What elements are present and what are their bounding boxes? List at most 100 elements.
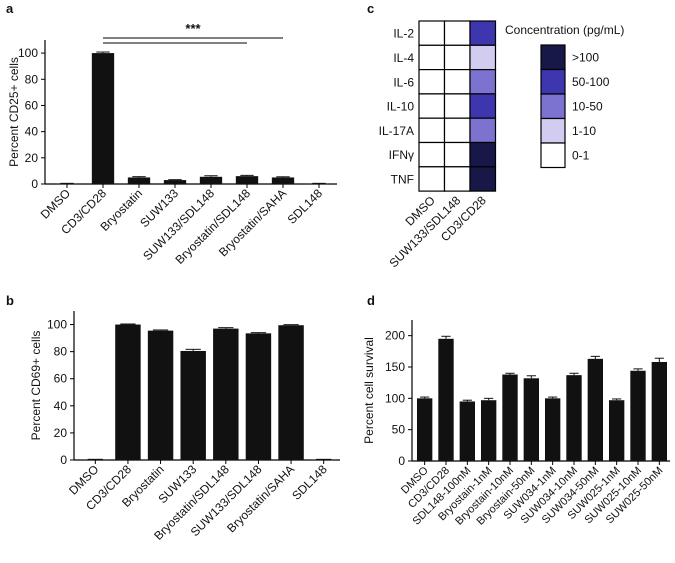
bar	[163, 180, 187, 184]
heatmap-row-label: IL-10	[387, 100, 415, 114]
heatmap-cell	[418, 44, 446, 71]
heatmap-cell	[418, 117, 446, 144]
y-tick-label: 40	[25, 125, 39, 139]
heatmap-cell	[469, 117, 497, 144]
y-tick-label: 200	[385, 329, 405, 343]
legend-swatch	[540, 68, 566, 95]
bar	[307, 183, 331, 185]
bar	[55, 183, 79, 185]
heatmap-row-label: IL-6	[393, 75, 414, 89]
bar	[523, 378, 540, 461]
y-tick-label: 40	[54, 399, 68, 413]
bar	[271, 177, 295, 184]
y-tick-label: 60	[25, 98, 39, 112]
panel-letter-a: a	[6, 1, 14, 16]
heatmap-cell	[469, 93, 497, 119]
y-tick-label: 80	[54, 345, 68, 359]
y-axis-label: Percent CD25+ cells	[7, 57, 21, 167]
legend-label: 50-100	[572, 75, 610, 89]
y-tick-label: 80	[25, 72, 39, 86]
legend-label: 0-1	[572, 148, 590, 162]
heatmap-cell	[418, 68, 446, 95]
legend-swatch	[540, 142, 566, 169]
y-tick-label: 60	[54, 372, 68, 386]
legend-swatch	[540, 93, 566, 120]
y-axis-label: Percent CD69+ cells	[29, 331, 43, 441]
bar	[127, 177, 151, 184]
heatmap-cell	[443, 93, 471, 119]
heatmap-row-label: IL-4	[393, 51, 414, 65]
panel-letter-c: c	[367, 1, 374, 16]
heatmap-cell	[418, 166, 446, 192]
bar	[235, 176, 259, 184]
heatmap-cell	[469, 20, 497, 46]
x-tick-label: Bryostatin/SAHA	[216, 186, 289, 259]
heatmap-cell	[443, 166, 471, 192]
bar	[608, 400, 625, 461]
y-tick-label: 20	[54, 426, 68, 440]
y-tick-label: 150	[385, 360, 405, 374]
bar	[630, 370, 646, 461]
bar	[199, 176, 223, 184]
bar	[566, 375, 582, 461]
y-tick-label: 100	[18, 46, 38, 60]
heatmap-row-label: IL-2	[393, 27, 414, 41]
legend-swatch	[540, 44, 566, 71]
legend-title: Concentration (pg/mL)	[505, 23, 624, 37]
bar	[651, 361, 668, 461]
y-tick-label: 0	[60, 453, 67, 467]
bar	[459, 401, 476, 461]
y-tick-label: 100	[47, 318, 67, 332]
heatmap-cell	[418, 93, 446, 119]
heatmap-cell	[443, 68, 471, 95]
x-tick-label: SDL148	[289, 462, 330, 503]
bar	[310, 459, 337, 461]
panel-letter-d: d	[367, 293, 375, 308]
legend-label: 10-50	[572, 99, 603, 113]
y-tick-label: 50	[392, 423, 406, 437]
x-tick-label: SDL148	[285, 186, 326, 227]
heatmap-cell	[469, 141, 497, 168]
bar	[245, 333, 272, 460]
heatmap-cell	[443, 20, 471, 46]
heatmap-row-label: TNF	[391, 172, 414, 186]
bar	[180, 350, 206, 460]
y-tick-label: 0	[398, 454, 405, 468]
significance-label: ***	[185, 21, 201, 36]
bar	[544, 398, 561, 461]
panel-c-heatmap: IL-2IL-4IL-6IL-10IL-17AIFNγTNFDMSOSUW133…	[379, 20, 624, 270]
bar	[587, 358, 604, 461]
bar	[416, 398, 433, 461]
bar	[480, 400, 497, 461]
panel-letter-b: b	[6, 293, 14, 308]
legend-label: 1-10	[572, 124, 596, 138]
heatmap-row-label: IFNγ	[389, 148, 414, 162]
heatmap-cell	[418, 20, 446, 46]
bar	[91, 53, 115, 184]
y-tick-label: 0	[31, 177, 38, 191]
legend-label: >100	[572, 50, 599, 64]
heatmap-cell	[469, 68, 497, 95]
heatmap-cell	[443, 117, 471, 144]
bar	[278, 325, 304, 460]
heatmap-cell	[469, 166, 497, 192]
y-tick-label: 100	[385, 391, 405, 405]
bar	[502, 374, 518, 461]
y-tick-label: 20	[25, 151, 39, 165]
heatmap-cell	[418, 141, 446, 168]
bar	[147, 330, 174, 460]
heatmap-row-label: IL-17A	[379, 124, 414, 138]
heatmap-cell	[443, 44, 471, 71]
heatmap-cell	[443, 141, 471, 168]
bar	[115, 324, 141, 460]
bar	[82, 459, 109, 461]
legend-swatch	[540, 117, 566, 144]
heatmap-cell	[469, 44, 497, 71]
bar	[438, 338, 454, 461]
bar	[213, 328, 239, 460]
y-axis-label: Percent cell survival	[362, 337, 376, 444]
